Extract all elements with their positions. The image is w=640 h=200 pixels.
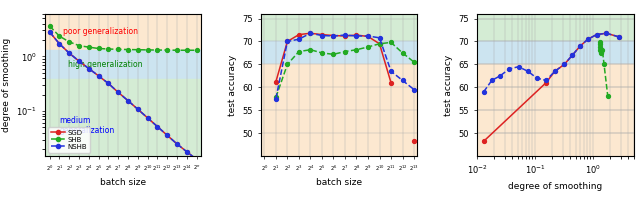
Bar — [477, 41, 634, 64]
Text: medium
generalization: medium generalization — [60, 116, 115, 135]
X-axis label: batch size: batch size — [100, 178, 146, 187]
X-axis label: degree of smoothing: degree of smoothing — [508, 182, 602, 191]
Bar — [45, 79, 202, 200]
X-axis label: batch size: batch size — [316, 178, 362, 187]
Y-axis label: degree of smoothing: degree of smoothing — [2, 38, 11, 132]
Text: high generalization: high generalization — [68, 60, 143, 69]
Y-axis label: test accuracy: test accuracy — [228, 54, 237, 116]
Bar — [477, 14, 634, 41]
Bar — [261, 14, 417, 41]
Legend: SGD, SHB, NSHB: SGD, SHB, NSHB — [48, 127, 90, 153]
Bar — [477, 64, 634, 156]
Y-axis label: test accuracy: test accuracy — [444, 54, 453, 116]
Bar — [261, 41, 417, 64]
Bar — [45, 14, 202, 50]
Bar — [45, 50, 202, 79]
Text: poor generalization: poor generalization — [63, 27, 138, 36]
Bar — [261, 64, 417, 156]
